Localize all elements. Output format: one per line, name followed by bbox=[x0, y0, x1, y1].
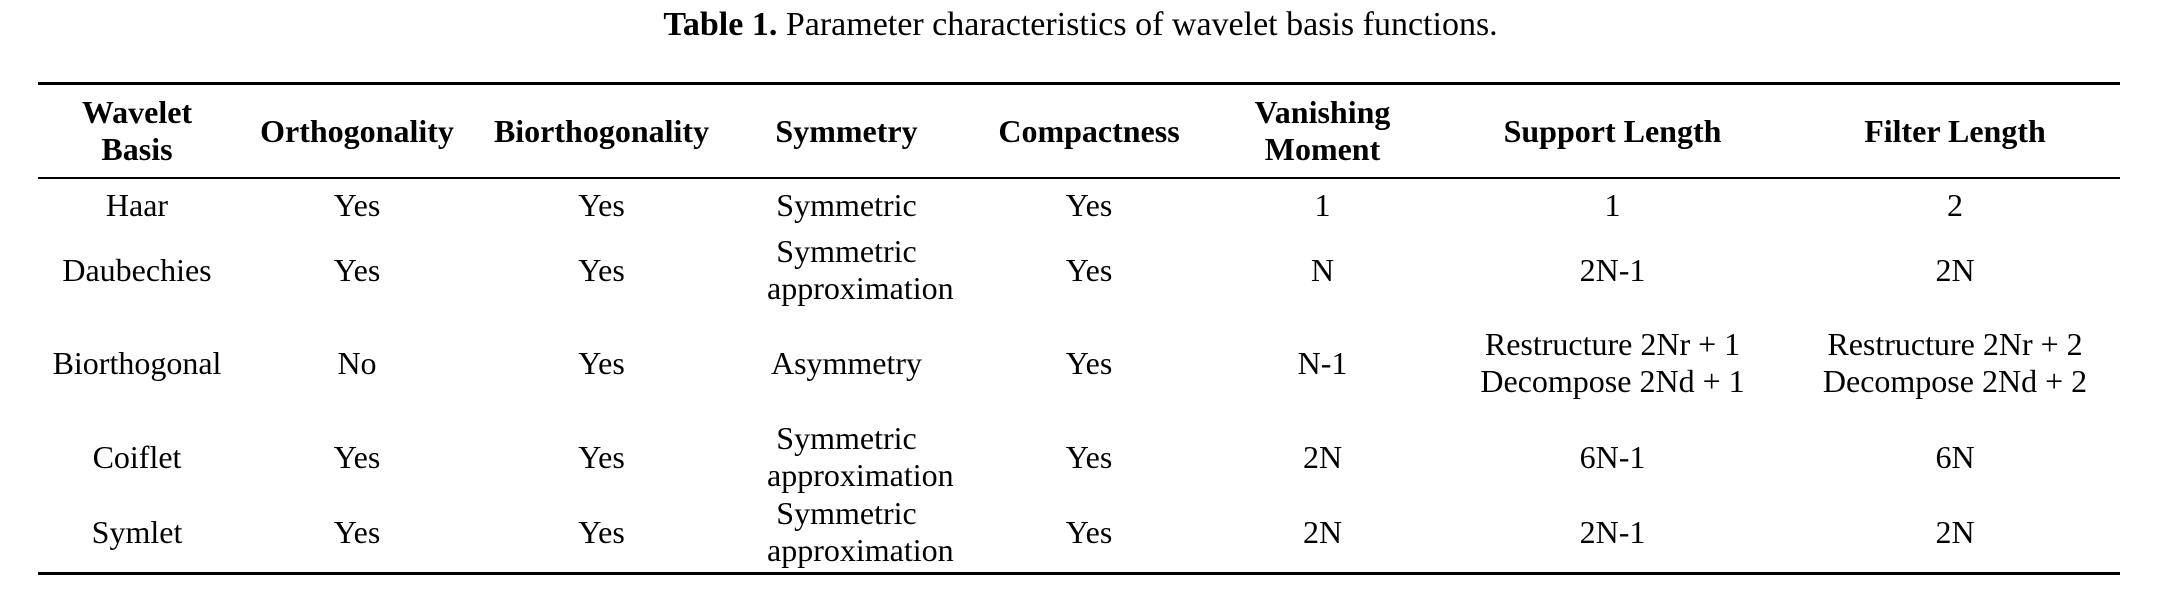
table-cell: 2 bbox=[1947, 186, 1963, 223]
table-row: Coiflet Yes Yes Symmetric approximation … bbox=[38, 419, 2120, 495]
table-cell: Symmetric bbox=[776, 186, 917, 223]
table-cell: Yes bbox=[578, 344, 625, 381]
table-row: Biorthogonal No Yes Asymmetry Yes N-1 Re… bbox=[38, 307, 2120, 419]
table-cell: Yes bbox=[578, 186, 625, 223]
caption-text: Parameter characteristics of wavelet bas… bbox=[785, 6, 1498, 43]
table-cell: Symmetric approximation bbox=[767, 420, 954, 493]
table-row: Haar Yes Yes Symmetric Yes 1 1 2 bbox=[38, 177, 2120, 233]
bottom-rule bbox=[38, 572, 2120, 575]
table-cell: N-1 bbox=[1297, 344, 1348, 381]
table-cell: Symlet bbox=[91, 513, 183, 550]
table-cell: Yes bbox=[1065, 513, 1113, 550]
header-cell: Biorthogonality bbox=[493, 112, 710, 149]
table-cell: 2N-1 bbox=[1579, 513, 1646, 550]
header-cell: Symmetry bbox=[775, 112, 918, 149]
header-cell: Compactness bbox=[998, 112, 1180, 149]
table-cell: 1 bbox=[1604, 186, 1621, 223]
table-cell: Coiflet bbox=[92, 438, 182, 475]
header-row: Wavelet Basis Orthogonality Biorthogonal… bbox=[38, 85, 2120, 177]
table-cell: 2N bbox=[1935, 513, 1975, 550]
table-cell: No bbox=[337, 344, 377, 381]
table-caption: Table 1. Parameter characteristics of wa… bbox=[0, 0, 2161, 50]
table-cell: 2N bbox=[1935, 251, 1975, 288]
table-cell: Symmetric approximation bbox=[767, 495, 954, 568]
header-cell: Orthogonality bbox=[260, 112, 454, 149]
table-cell: Yes bbox=[333, 251, 381, 288]
table-cell: Yes bbox=[1065, 251, 1113, 288]
table-cell: Yes bbox=[333, 513, 381, 550]
table-cell: Haar bbox=[105, 186, 169, 223]
header-cell: Wavelet Basis bbox=[81, 94, 193, 167]
table-cell: Yes bbox=[1065, 344, 1113, 381]
table-cell: N bbox=[1310, 251, 1335, 288]
table-cell: 2N bbox=[1302, 438, 1343, 475]
table-cell: Daubechies bbox=[62, 251, 212, 288]
data-table: Wavelet Basis Orthogonality Biorthogonal… bbox=[38, 85, 2120, 569]
table-row: Symlet Yes Yes Symmetric approximation Y… bbox=[38, 495, 2120, 569]
table-cell: Biorthogonal bbox=[52, 344, 222, 381]
table-cell: 6N bbox=[1935, 438, 1975, 475]
table-cell: Yes bbox=[578, 438, 625, 475]
table-cell: Yes bbox=[333, 186, 381, 223]
header-rule bbox=[38, 177, 2120, 179]
table-cell: 6N-1 bbox=[1579, 438, 1646, 475]
header-cell: Filter Length bbox=[1864, 112, 2046, 149]
caption-label: Table 1. bbox=[663, 6, 778, 43]
table-cell: Yes bbox=[578, 251, 625, 288]
table-cell: Yes bbox=[1065, 186, 1113, 223]
table-cell: Yes bbox=[333, 438, 381, 475]
table-row: Daubechies Yes Yes Symmetric approximati… bbox=[38, 233, 2120, 307]
top-rule bbox=[38, 82, 2120, 85]
table-cell: 1 bbox=[1314, 186, 1331, 223]
header-cell: Vanishing Moment bbox=[1254, 94, 1391, 167]
table-cell: 2N-1 bbox=[1579, 251, 1646, 288]
table-cell: Yes bbox=[578, 513, 625, 550]
table-cell: Symmetric approximation bbox=[767, 233, 954, 306]
table-cell: Restructure 2Nr + 2 Decompose 2Nd + 2 bbox=[1822, 326, 2088, 399]
table-cell: Restructure 2Nr + 1 Decompose 2Nd + 1 bbox=[1480, 326, 1745, 399]
header-cell: Support Length bbox=[1503, 112, 1722, 149]
table-cell: Asymmetry bbox=[770, 344, 923, 381]
table-cell: 2N bbox=[1302, 513, 1343, 550]
table-cell: Yes bbox=[1065, 438, 1113, 475]
